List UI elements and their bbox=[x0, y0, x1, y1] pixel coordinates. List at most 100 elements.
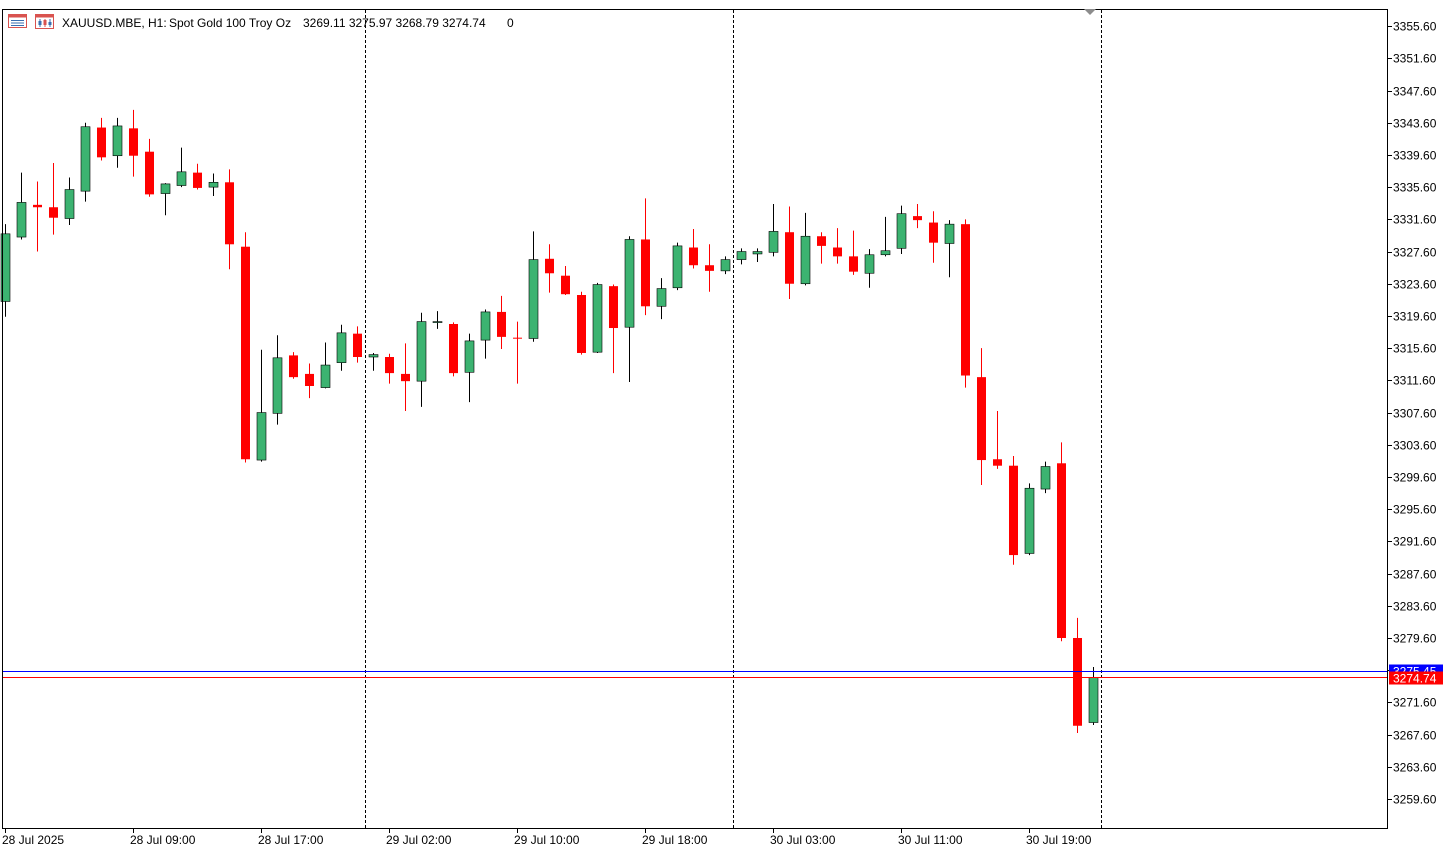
candle-body-bear bbox=[561, 275, 570, 295]
candle-body-bull bbox=[624, 239, 635, 328]
candle-body-bear bbox=[641, 239, 650, 307]
candle bbox=[416, 312, 427, 407]
candle bbox=[833, 228, 842, 264]
chart-description: Spot Gold 100 Troy Oz bbox=[169, 16, 291, 30]
candle bbox=[112, 117, 123, 168]
candle-body-bull bbox=[528, 259, 539, 339]
chart-symbol: XAUUSD.MBE, H1: bbox=[62, 16, 167, 30]
candle bbox=[208, 173, 219, 196]
candle-body-bear bbox=[225, 182, 234, 245]
candle-body-bull bbox=[864, 254, 875, 274]
chart-window-icon[interactable] bbox=[35, 14, 54, 29]
candle-body-bear bbox=[961, 224, 970, 376]
candle-body-bear bbox=[929, 222, 938, 243]
candle-body-bull bbox=[1024, 487, 1035, 554]
candle-body-bear bbox=[49, 207, 58, 218]
candle-body-bear bbox=[785, 232, 794, 284]
price-table-icon[interactable] bbox=[8, 14, 27, 28]
candle bbox=[401, 343, 410, 411]
y-tick-label: 3339.60 bbox=[1393, 149, 1437, 163]
bid-price-tag-text: 3274.74 bbox=[1393, 672, 1437, 686]
day-separators bbox=[365, 10, 1102, 828]
candle-body-bear bbox=[449, 323, 458, 374]
x-tick-label: 30 Jul 19:00 bbox=[1026, 833, 1092, 847]
candle-body-bear bbox=[129, 128, 138, 156]
candle-body-bull bbox=[432, 321, 443, 323]
candle bbox=[624, 236, 635, 382]
candle bbox=[464, 333, 475, 403]
candle bbox=[16, 172, 27, 240]
candle bbox=[480, 309, 491, 359]
candle-body-bear bbox=[689, 247, 698, 266]
candles bbox=[0, 109, 1099, 733]
candle-body-bull bbox=[0, 233, 11, 302]
x-tick-label: 30 Jul 03:00 bbox=[770, 833, 836, 847]
candle bbox=[97, 117, 106, 161]
candle-body-bear bbox=[33, 204, 42, 208]
candle-body-bull bbox=[112, 125, 123, 157]
candle bbox=[609, 284, 618, 374]
y-tick-label: 3343.60 bbox=[1393, 117, 1437, 131]
candle bbox=[225, 169, 234, 270]
candle bbox=[736, 248, 747, 265]
candle-body-bull bbox=[592, 284, 603, 353]
candle-body-bull bbox=[768, 231, 779, 253]
price-axis[interactable]: 3355.60 3351.60 3347.60 3343.60 3339.60 3335.… bbox=[1388, 20, 1437, 807]
candle bbox=[513, 321, 522, 384]
candle bbox=[528, 231, 539, 342]
candle-body-bull bbox=[160, 183, 171, 194]
candle-body-bear bbox=[145, 151, 154, 195]
candle-body-bull bbox=[464, 340, 475, 373]
y-tick-label: 3351.60 bbox=[1393, 52, 1437, 66]
x-tick-label: 29 Jul 18:00 bbox=[642, 833, 708, 847]
candle bbox=[768, 204, 779, 257]
candle bbox=[896, 205, 907, 254]
candle bbox=[705, 244, 714, 292]
candle bbox=[49, 162, 58, 235]
candle-body-bull bbox=[176, 171, 187, 186]
plot-frame bbox=[2, 9, 1388, 829]
candle bbox=[0, 224, 11, 317]
candle bbox=[800, 212, 811, 286]
candle-body-bull bbox=[720, 259, 731, 272]
candle-body-bear bbox=[545, 258, 554, 274]
candle bbox=[353, 326, 362, 363]
candle-body-bull bbox=[16, 202, 27, 238]
y-tick-label: 3315.60 bbox=[1393, 342, 1437, 356]
candle-body-bull bbox=[272, 357, 283, 414]
candle-body-bull bbox=[480, 311, 491, 341]
x-tick-label: 30 Jul 11:00 bbox=[898, 833, 963, 847]
y-tick-label: 3319.60 bbox=[1393, 310, 1437, 324]
y-tick-label: 3335.60 bbox=[1393, 181, 1437, 195]
time-axis[interactable]: 28 Jul 2025 28 Jul 09:00 28 Jul 17:00 29 Ju… bbox=[2, 828, 1092, 847]
y-tick-label: 3327.60 bbox=[1393, 246, 1437, 260]
y-tick-label: 3283.60 bbox=[1393, 600, 1437, 614]
candle-body-bull bbox=[672, 245, 683, 289]
y-tick-label: 3347.60 bbox=[1393, 85, 1437, 99]
candle-body-bull bbox=[800, 235, 811, 285]
candle-body-bear bbox=[385, 357, 394, 374]
candle-body-bear bbox=[1073, 637, 1082, 726]
y-tick-label: 3307.60 bbox=[1393, 407, 1437, 421]
chart-volume: 0 bbox=[507, 16, 514, 30]
candle-body-bull bbox=[896, 213, 907, 249]
y-tick-label: 3295.60 bbox=[1393, 503, 1437, 517]
candle-body-bull bbox=[752, 251, 763, 255]
candle-body-bear bbox=[817, 236, 826, 246]
candle-body-bear bbox=[193, 172, 202, 188]
candle bbox=[320, 342, 331, 389]
candle-body-bear bbox=[1057, 463, 1066, 638]
candle bbox=[849, 230, 858, 275]
candle bbox=[785, 206, 794, 300]
x-tick-label: 28 Jul 17:00 bbox=[258, 833, 324, 847]
candle bbox=[752, 248, 763, 263]
candle-body-bear bbox=[609, 286, 618, 329]
candle bbox=[272, 335, 283, 425]
y-tick-label: 3299.60 bbox=[1393, 471, 1437, 485]
candle bbox=[961, 219, 970, 388]
candle bbox=[880, 216, 891, 257]
candle bbox=[672, 242, 683, 291]
chart-shift-marker[interactable] bbox=[1084, 9, 1096, 15]
candle bbox=[129, 109, 138, 177]
